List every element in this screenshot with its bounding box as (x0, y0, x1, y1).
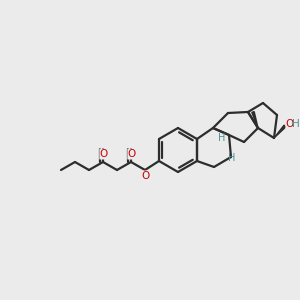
Polygon shape (274, 125, 286, 138)
Text: O: O (141, 171, 149, 181)
Text: H: H (292, 119, 300, 129)
Text: H: H (228, 153, 236, 163)
Text: O: O (128, 149, 136, 159)
Text: O: O (100, 149, 108, 159)
Text: O: O (286, 119, 294, 129)
Text: H: H (218, 133, 226, 143)
Polygon shape (252, 112, 258, 128)
